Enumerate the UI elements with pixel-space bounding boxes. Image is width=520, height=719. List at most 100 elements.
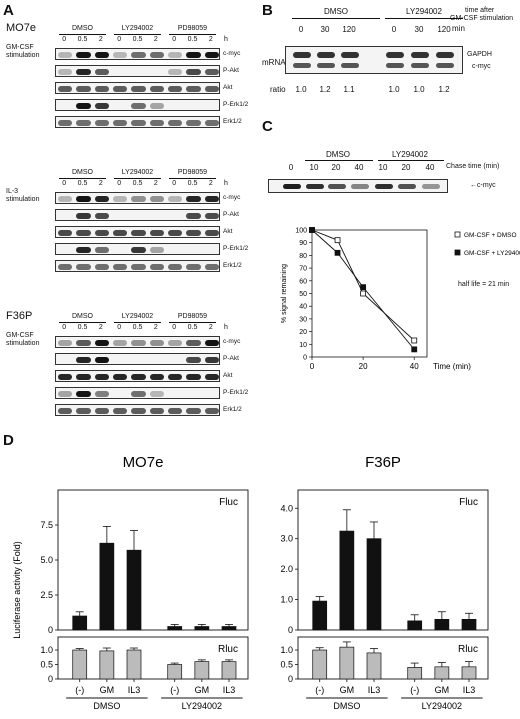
a-treatment-line-2-2 xyxy=(169,322,216,323)
a-band-2-3-1 xyxy=(76,391,91,397)
a-row-label-2-3: P-Erk1/2 xyxy=(223,389,249,396)
b-cmyc-band-0 xyxy=(293,63,311,68)
c-xlabel: Time (min) xyxy=(433,362,471,371)
d-rluc-bar-0-0 xyxy=(72,649,88,680)
a-treatment-line-0-1 xyxy=(114,34,161,35)
a-treatment-0-0: DMSO xyxy=(72,25,93,32)
c-legend-marker-1 xyxy=(454,249,461,256)
c-ylabel: % signal remaining xyxy=(281,264,288,323)
a-band-2-3-4 xyxy=(131,391,146,397)
b-time-note: time after xyxy=(465,7,494,15)
a-band-2-3-0 xyxy=(58,391,73,397)
a-band-1-4-1 xyxy=(76,264,91,270)
c-point-0-3 xyxy=(411,337,418,344)
d-group-label-0-0: DMSO xyxy=(93,701,120,711)
a-band-1-0-4 xyxy=(131,196,146,202)
a-row-label-1-4: Erk1/2 xyxy=(223,262,242,269)
d-category-0-1: GM xyxy=(100,685,115,695)
c-blot-image xyxy=(268,179,448,193)
b-ratio-1: 1.2 xyxy=(319,85,331,94)
a-band-0-0-2 xyxy=(94,52,109,58)
b-gapdh-band-5 xyxy=(436,52,454,58)
a-band-1-1-7 xyxy=(186,213,201,219)
c-ly-header: LY294002 xyxy=(392,150,428,159)
d-group-label-1-0: DMSO xyxy=(333,701,360,711)
c-cmyc-band-2 xyxy=(328,184,346,189)
a-blot-2-3 xyxy=(55,387,220,399)
b-cmyc-band-1 xyxy=(317,63,335,68)
a-treatment-1-1: LY294002 xyxy=(121,169,154,176)
a-blot-0-3 xyxy=(55,99,220,111)
a-cell-title-2: F36P xyxy=(6,310,33,322)
d-category-1-3: (-) xyxy=(410,685,419,695)
a-band-1-0-8 xyxy=(204,196,219,202)
c-cmyc-band-5 xyxy=(398,184,416,189)
a-band-2-4-1 xyxy=(76,408,91,414)
d-fluc-bar-1-5 xyxy=(461,618,477,631)
c-ytick-label-5: 50 xyxy=(299,291,307,298)
a-blot-2-4 xyxy=(55,404,220,416)
a-blot-0-1 xyxy=(55,65,220,77)
c-ytick-label-8: 80 xyxy=(299,253,307,260)
a-band-1-1-8 xyxy=(204,213,219,219)
d-title-0: MO7e xyxy=(123,454,164,471)
b-timepoint-0: 0 xyxy=(298,25,304,34)
a-blot-1-2 xyxy=(55,226,220,238)
a-timepoint-1-6: 0 xyxy=(172,180,177,187)
a-band-1-4-4 xyxy=(131,264,146,270)
a-treatment-0-2: PD98059 xyxy=(177,25,208,32)
b-timepoint-2: 120 xyxy=(342,25,356,34)
a-band-1-2-7 xyxy=(186,230,201,236)
d-category-0-4: GM xyxy=(195,685,210,695)
d-fluc-ytick-label-1-4: 4.0 xyxy=(280,503,293,513)
c-series-line-1 xyxy=(311,229,415,350)
b-gapdh-band-1 xyxy=(317,52,335,58)
a-band-2-1-1 xyxy=(76,357,91,363)
a-band-0-0-5 xyxy=(149,52,164,58)
b-cmyc-label: c-myc xyxy=(472,63,491,70)
a-band-0-0-6 xyxy=(168,52,183,58)
a-band-1-2-0 xyxy=(58,230,73,236)
a-band-1-4-3 xyxy=(113,264,128,270)
a-stim-label-1: IL-3 stimulation xyxy=(6,188,39,204)
b-ratio-3: 1.0 xyxy=(388,85,400,94)
a-row-label-0-1: P-Akt xyxy=(223,67,239,74)
d-rluc-bar-0-2 xyxy=(126,649,142,680)
a-timepoint-2-2: 2 xyxy=(98,324,103,331)
b-timepoint-5: 120 xyxy=(437,25,451,34)
a-band-2-4-5 xyxy=(149,408,164,414)
b-timepoint-3: 0 xyxy=(391,25,397,34)
c-plot-frame xyxy=(311,229,428,358)
c-series-line-0 xyxy=(311,229,415,341)
a-unit-0: h xyxy=(224,36,228,43)
a-band-2-0-7 xyxy=(186,340,201,346)
a-band-0-3-2 xyxy=(94,103,109,109)
d-fluc-ytick-label-0-3: 7.5 xyxy=(40,520,53,530)
a-row-label-1-3: P-Erk1/2 xyxy=(223,245,249,252)
a-band-0-3-4 xyxy=(131,103,146,109)
c-timepoint-2: 20 xyxy=(331,163,341,172)
a-timepoint-0-3: 0 xyxy=(117,36,122,43)
a-treatment-line-2-0 xyxy=(59,322,106,323)
a-band-0-2-2 xyxy=(94,86,109,92)
a-band-2-0-3 xyxy=(113,340,128,346)
b-ratio-5: 1.2 xyxy=(438,85,450,94)
a-timepoint-1-8: 2 xyxy=(208,180,213,187)
a-stim-label-0: GM-CSF stimulation xyxy=(6,44,39,60)
d-ylabel: Luciferase activity (Fold) xyxy=(12,541,22,639)
b-ratio-label: ratio xyxy=(270,85,286,94)
a-cell-title-0: MO7e xyxy=(6,22,36,34)
a-band-0-1-8 xyxy=(204,69,219,75)
a-band-0-1-0 xyxy=(58,69,73,75)
d-rluc-ytick-label-1-1: 0.5 xyxy=(280,660,293,670)
c-timepoint-3: 40 xyxy=(354,163,364,172)
d-fluc-ytick-label-1-3: 3.0 xyxy=(280,534,293,544)
d-fluc-ytick-label-0-2: 5.0 xyxy=(40,555,53,565)
b-ratio-0: 1.0 xyxy=(295,85,307,94)
a-row-label-2-4: Erk1/2 xyxy=(223,406,242,413)
a-band-2-0-5 xyxy=(149,340,164,346)
d-fluc-ytick-label-1-1: 1.0 xyxy=(280,595,293,605)
a-band-0-3-5 xyxy=(149,103,164,109)
a-stim-line-2-1: stimulation xyxy=(6,340,40,347)
a-row-label-0-4: Erk1/2 xyxy=(223,118,242,125)
